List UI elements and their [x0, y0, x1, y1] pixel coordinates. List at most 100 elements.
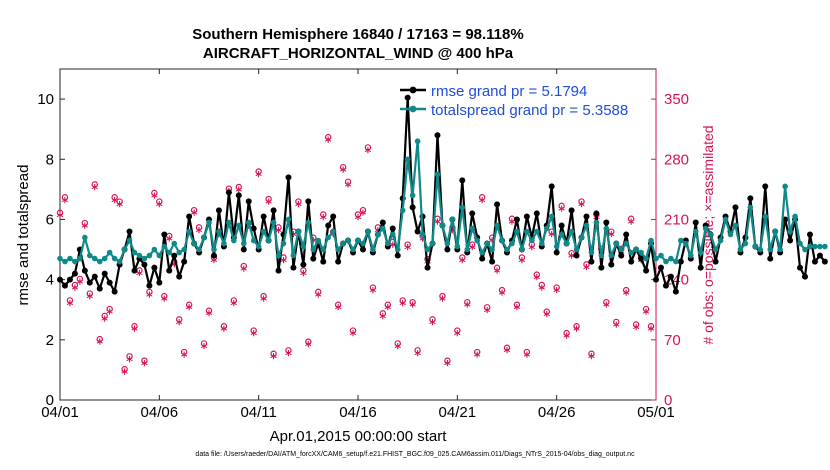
series-point-totalspread — [717, 237, 724, 244]
obs-assimilated-marker: * — [116, 200, 123, 215]
series-point-totalspread — [653, 255, 659, 262]
series-point-rmse — [732, 204, 739, 211]
series-point-totalspread — [231, 237, 237, 244]
series-point-rmse — [712, 258, 719, 265]
obs-assimilated-marker: * — [643, 308, 650, 323]
y2-tick-label: 210 — [664, 211, 689, 228]
obs-possible-marker — [334, 301, 342, 308]
obs-possible-marker — [469, 241, 476, 248]
obs-assimilated-marker: * — [67, 299, 74, 314]
series-point-totalspread — [494, 222, 500, 229]
series-point-totalspread — [419, 231, 426, 238]
obs-possible-marker — [354, 211, 362, 218]
obs-assimilated-marker: * — [484, 306, 491, 321]
obs-possible-marker — [300, 267, 307, 274]
plot-frame — [59, 68, 657, 401]
series-point-totalspread — [449, 216, 456, 223]
obs-possible-marker — [86, 290, 94, 297]
series-point-totalspread — [429, 240, 436, 247]
obs-assimilated-marker: * — [340, 166, 347, 181]
obs-assimilated-marker: * — [454, 329, 461, 344]
obs-possible-marker — [185, 301, 193, 308]
obs-assimilated-marker: * — [399, 299, 406, 314]
y2-tick-label: 0 — [664, 392, 672, 409]
series-point-totalspread — [762, 213, 769, 220]
series-point-totalspread — [136, 252, 143, 259]
series-point-totalspread — [812, 243, 818, 250]
series-point-totalspread — [201, 234, 207, 241]
series-point-totalspread — [380, 225, 386, 232]
series-point-totalspread — [787, 228, 793, 235]
series-point-totalspread — [191, 240, 197, 247]
series-point-totalspread — [683, 240, 689, 247]
series-point-totalspread — [295, 228, 302, 235]
series-point-rmse — [618, 252, 625, 259]
series-point-totalspread — [583, 222, 590, 229]
series-point-rmse — [171, 252, 178, 259]
series-point-totalspread — [568, 228, 575, 235]
series-point-totalspread — [767, 246, 774, 253]
obs-assimilated-marker: * — [275, 226, 282, 241]
series-point-totalspread — [161, 243, 168, 250]
series-point-rmse — [568, 207, 575, 214]
series-point-totalspread — [687, 252, 694, 259]
obs-assimilated-marker: * — [191, 209, 198, 224]
obs-assimilated-marker: * — [186, 303, 193, 318]
series-point-totalspread — [573, 246, 580, 253]
series-point-rmse — [156, 279, 163, 286]
series-point-totalspread — [459, 204, 466, 211]
obs-assimilated-marker: * — [509, 217, 516, 232]
series-point-totalspread — [385, 240, 391, 247]
series-point-totalspread — [126, 237, 133, 244]
obs-possible-marker — [603, 298, 610, 306]
series-point-rmse — [653, 276, 659, 283]
obs-possible-marker — [478, 194, 486, 201]
obs-assimilated-marker: * — [156, 200, 163, 215]
obs-assimilated-marker: * — [613, 320, 620, 335]
obs-assimilated-marker: * — [459, 256, 466, 271]
series-point-rmse — [573, 252, 580, 259]
series-point-totalspread — [668, 255, 674, 262]
series-point-rmse — [667, 273, 674, 280]
obs-possible-marker — [111, 194, 118, 201]
obs-possible-marker — [255, 168, 262, 175]
series-point-totalspread — [504, 246, 510, 253]
obs-assimilated-marker: * — [216, 230, 223, 245]
series-point-rmse — [305, 198, 312, 205]
series-point-totalspread — [226, 219, 232, 226]
obs-assimilated-marker: * — [270, 352, 277, 367]
obs-assimilated-marker: * — [255, 170, 262, 185]
series-point-totalspread — [236, 222, 242, 229]
obs-assimilated-marker: * — [568, 252, 575, 267]
series-point-rmse — [310, 255, 317, 262]
obs-assimilated-marker: * — [206, 309, 213, 324]
series-point-rmse — [235, 192, 242, 199]
obs-possible-marker — [642, 305, 650, 313]
obs-assimilated-marker: * — [181, 351, 188, 366]
obs-assimilated-marker: * — [315, 290, 322, 305]
obs-possible-marker — [384, 301, 391, 308]
obs-assimilated-marker: * — [628, 217, 635, 232]
obs-possible-marker — [429, 316, 436, 323]
series-point-totalspread — [206, 219, 212, 226]
series-point-totalspread — [260, 228, 267, 235]
obs-possible-marker — [295, 198, 302, 205]
series-point-totalspread — [211, 246, 217, 253]
x-tick-label: 04/21 — [439, 404, 477, 421]
series-point-totalspread — [727, 231, 734, 238]
obs-assimilated-marker: * — [91, 183, 98, 198]
obs-assimilated-marker: * — [633, 323, 640, 338]
obs-assimilated-marker: * — [245, 222, 252, 237]
series-point-rmse — [628, 258, 635, 265]
series-point-totalspread — [275, 252, 282, 259]
series-point-rmse — [166, 267, 173, 274]
series-point-rmse — [245, 198, 252, 205]
obs-assimilated-marker: * — [504, 346, 511, 361]
series-point-totalspread — [96, 258, 103, 265]
series-point-totalspread — [186, 228, 192, 235]
obs-possible-marker — [608, 228, 615, 235]
obs-possible-marker — [409, 298, 416, 306]
obs-possible-marker — [364, 144, 372, 151]
series-point-totalspread — [777, 246, 783, 253]
series-point-totalspread — [106, 249, 113, 256]
